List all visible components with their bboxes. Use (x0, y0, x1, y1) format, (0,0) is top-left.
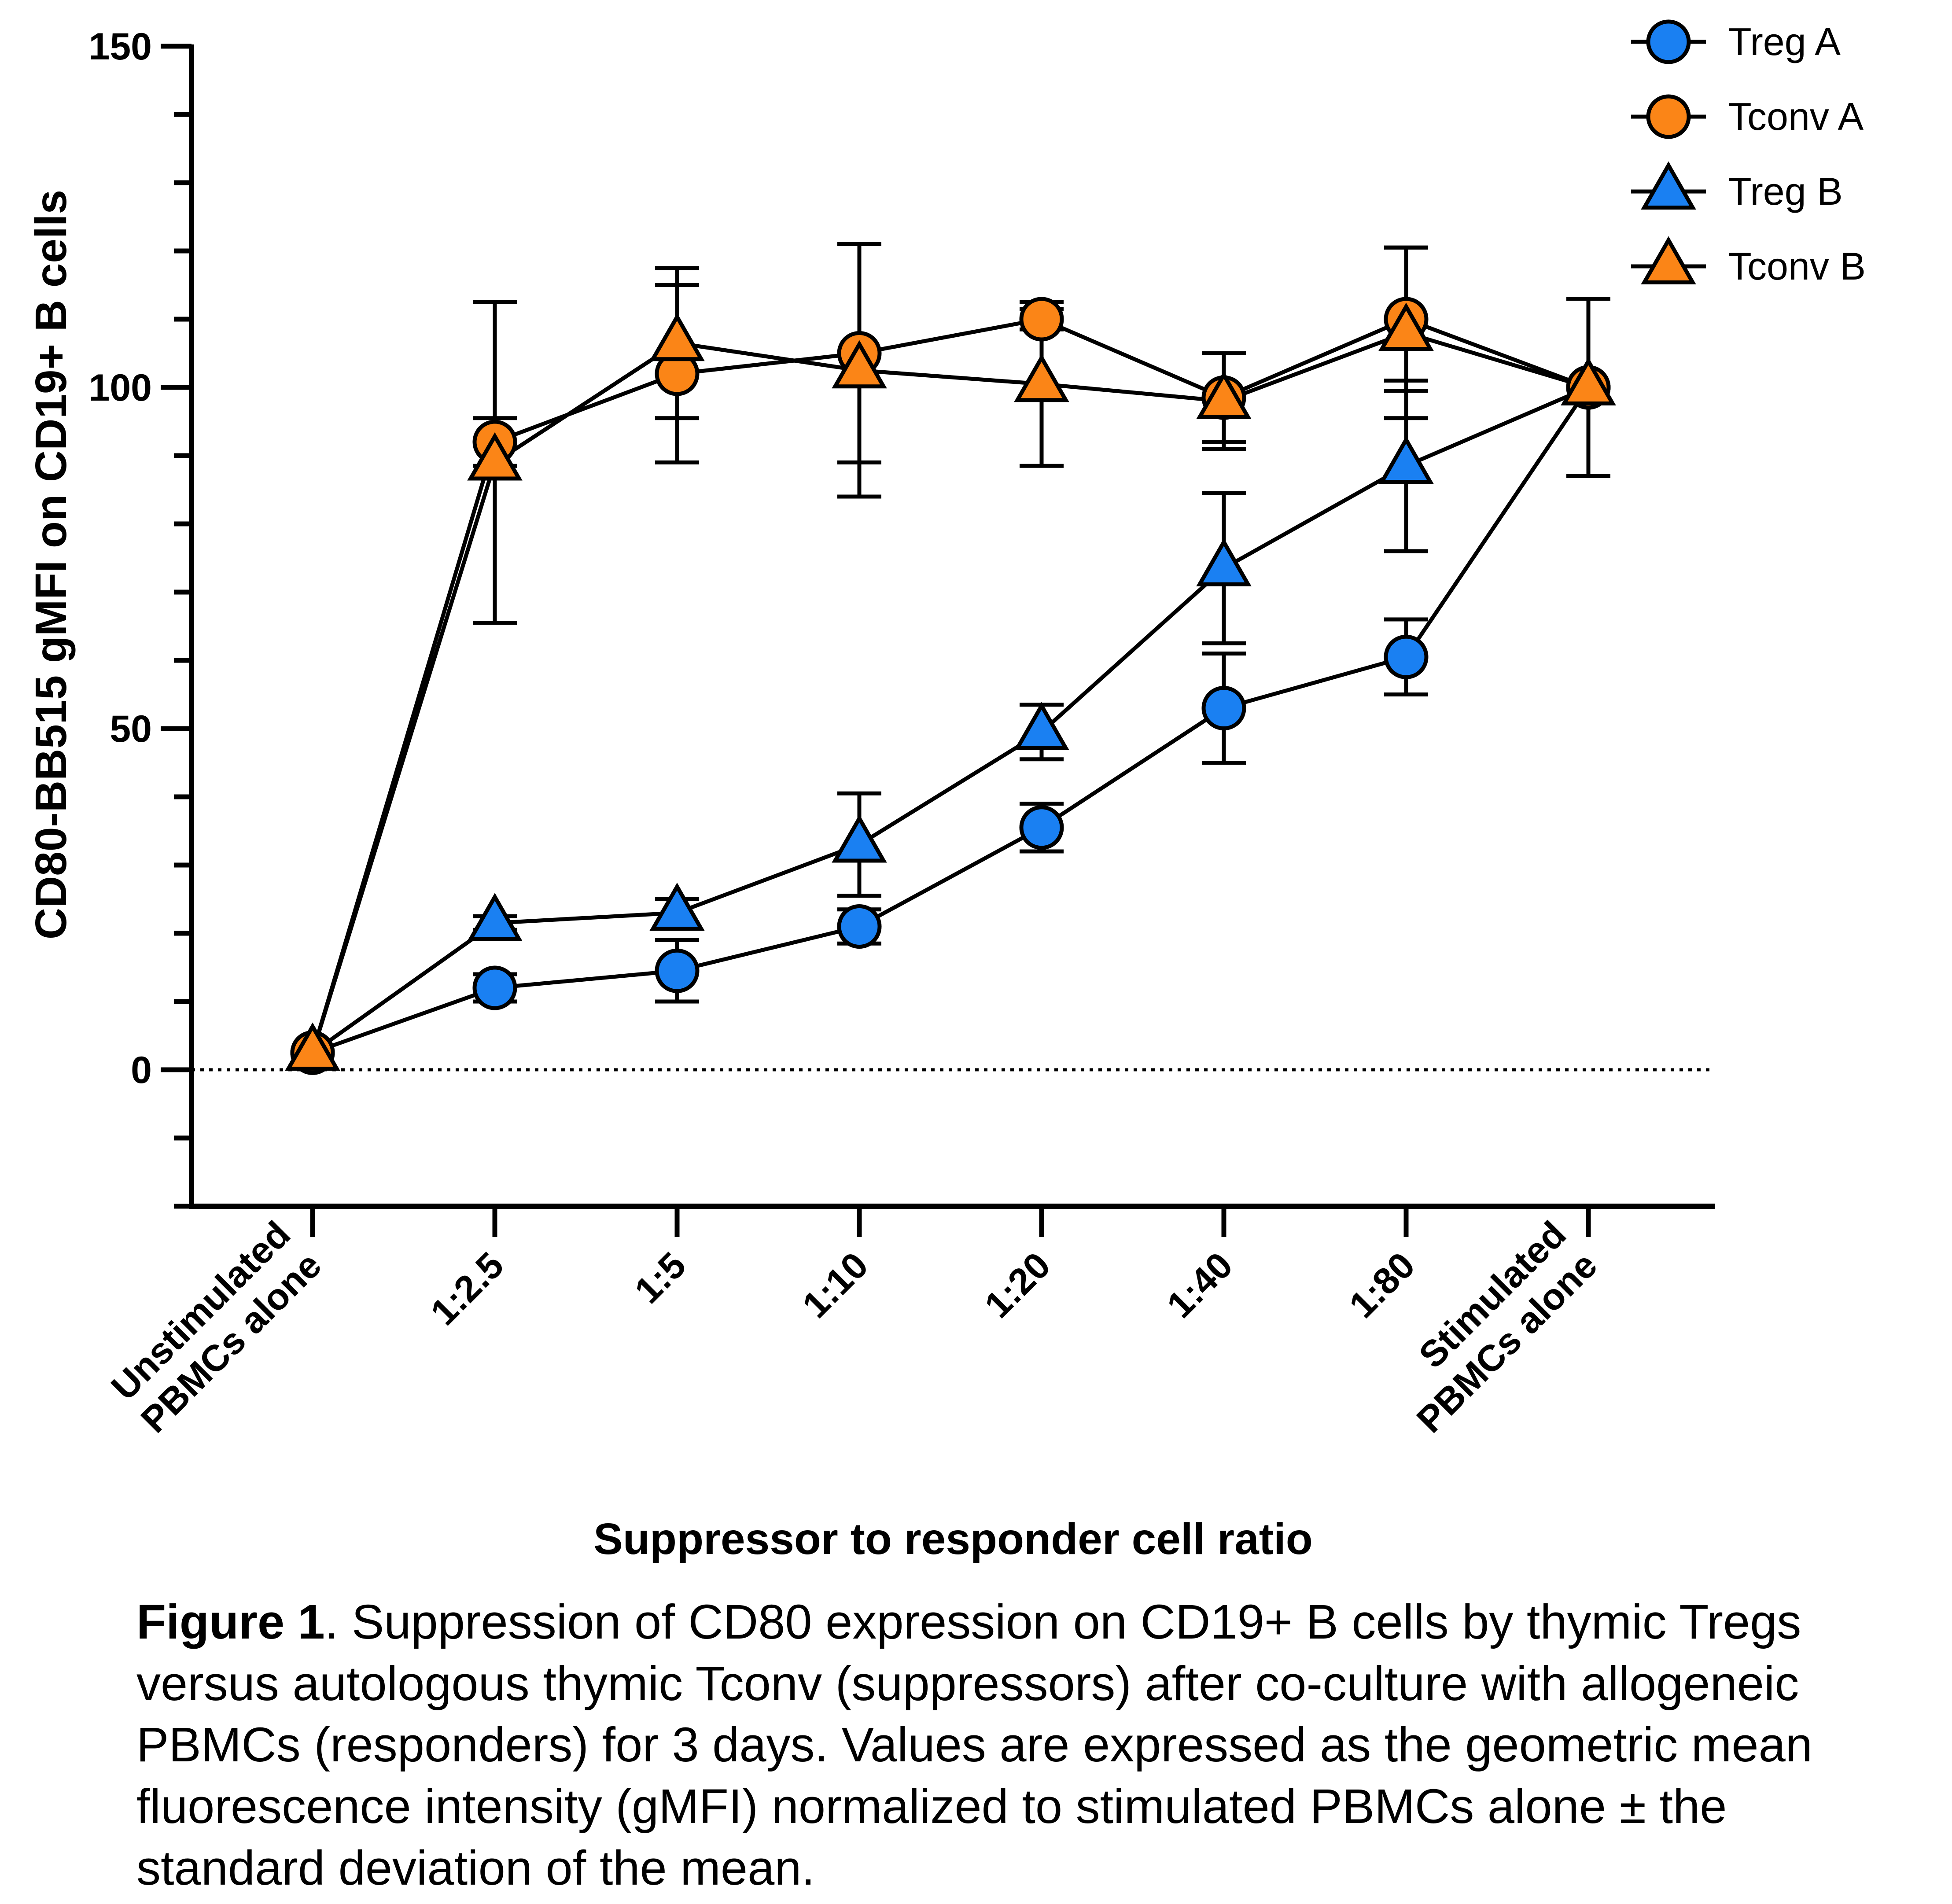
x-tick-label: 1:2.5 (423, 1244, 512, 1333)
y-tick-label: 0 (131, 1049, 152, 1091)
legend-marker (1646, 94, 1691, 139)
data-point (467, 893, 523, 941)
legend: Treg A Tconv A Treg B Tconv B (1631, 19, 1866, 288)
x-tick-label: StimulatedPBMCs alone (1377, 1213, 1605, 1441)
legend-item: Tconv A (1631, 94, 1864, 139)
data-point (837, 904, 882, 949)
caption-label: Figure 1 (136, 1595, 325, 1649)
y-tick-label: 150 (89, 26, 152, 68)
legend-item: Treg A (1631, 19, 1841, 64)
data-point (832, 340, 887, 389)
data-point (1014, 354, 1069, 402)
data-point (467, 432, 523, 481)
data-point (1196, 371, 1252, 419)
legend-label: Treg B (1728, 169, 1843, 213)
series-line (310, 331, 1589, 1053)
x-tick-label: 1:10 (794, 1244, 876, 1326)
data-point (1019, 805, 1064, 850)
data-point (655, 948, 700, 993)
legend-marker (1641, 161, 1696, 210)
data-point (472, 965, 517, 1010)
x-tick-label-line: 1:2.5 (423, 1244, 512, 1333)
data-point (285, 1022, 340, 1071)
legend-label: Tconv B (1728, 244, 1866, 288)
y-tick-label: 100 (89, 367, 152, 409)
legend-label: Treg A (1728, 20, 1841, 63)
caption-text: . Suppression of CD80 expression on CD19… (136, 1595, 1812, 1895)
x-tick-label: 1:5 (626, 1244, 693, 1311)
x-tick-label: 1:80 (1341, 1244, 1422, 1326)
x-tick-label-line: 1:5 (626, 1244, 693, 1311)
figure-caption: Figure 1. Suppression of CD80 expression… (136, 1591, 1897, 1899)
x-tick-label: 1:20 (976, 1244, 1058, 1326)
data-point (1196, 538, 1252, 586)
y-tick-label: 50 (110, 708, 152, 750)
data-point (1378, 302, 1434, 351)
legend-item: Treg B (1631, 161, 1843, 213)
x-axis-title: Suppressor to responder cell ratio (593, 1514, 1313, 1564)
x-tick-label-line: 1:10 (794, 1244, 876, 1326)
data-point (649, 882, 705, 931)
line-chart: 0 50 100 150 CD80-BB515 gMFI on CD19+ B cell… (26, 19, 1866, 1564)
data-point (832, 814, 887, 863)
series-line (311, 385, 1589, 1054)
data-point (1014, 702, 1069, 750)
x-tick-label-line: 1:40 (1159, 1244, 1240, 1326)
legend-marker (1641, 236, 1696, 284)
legend-label: Tconv A (1728, 95, 1864, 138)
data-point (1201, 686, 1246, 730)
x-tick-label-line: 1:80 (1341, 1244, 1422, 1326)
x-tick-label-line: 1:20 (976, 1244, 1058, 1326)
data-point (1378, 435, 1434, 484)
data-point (649, 313, 705, 361)
series-line (310, 317, 1589, 1053)
x-tick-label: 1:40 (1159, 1244, 1240, 1326)
data-point (1561, 357, 1616, 405)
data-point (1384, 634, 1429, 679)
legend-item: Tconv B (1631, 236, 1866, 288)
legend-marker (1646, 19, 1691, 64)
data-point (1019, 297, 1064, 342)
series-line (312, 386, 1590, 1055)
x-tick-label: UnstimulatedPBMCs alone (102, 1213, 329, 1441)
y-axis-title: CD80-BB515 gMFI on CD19+ B cells (26, 190, 76, 939)
